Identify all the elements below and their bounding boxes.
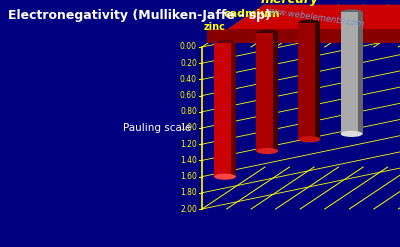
Polygon shape bbox=[207, 5, 400, 43]
Polygon shape bbox=[273, 33, 278, 151]
Text: 0.20: 0.20 bbox=[180, 59, 197, 68]
Polygon shape bbox=[207, 29, 400, 43]
Text: 1.60: 1.60 bbox=[180, 172, 197, 181]
Ellipse shape bbox=[256, 30, 278, 36]
Text: Electronegativity (Mulliken-Jaffe - sp): Electronegativity (Mulliken-Jaffe - sp) bbox=[8, 9, 271, 22]
Ellipse shape bbox=[298, 136, 320, 142]
Text: 1.20: 1.20 bbox=[180, 140, 197, 149]
Ellipse shape bbox=[341, 9, 363, 16]
Ellipse shape bbox=[256, 148, 278, 154]
Polygon shape bbox=[315, 22, 320, 139]
Text: cadmium: cadmium bbox=[224, 9, 280, 19]
Text: zinc: zinc bbox=[204, 22, 226, 32]
Text: 0.80: 0.80 bbox=[180, 107, 197, 116]
Text: 0.40: 0.40 bbox=[180, 75, 197, 84]
Text: 1.80: 1.80 bbox=[180, 188, 197, 197]
Ellipse shape bbox=[214, 174, 236, 180]
Text: 2.00: 2.00 bbox=[180, 205, 197, 213]
Ellipse shape bbox=[341, 131, 363, 137]
Polygon shape bbox=[341, 12, 363, 134]
Polygon shape bbox=[214, 43, 236, 177]
Ellipse shape bbox=[298, 20, 320, 26]
Text: 1.40: 1.40 bbox=[180, 156, 197, 165]
Text: mercury: mercury bbox=[260, 0, 318, 6]
Ellipse shape bbox=[214, 40, 236, 46]
Text: Pauling scale: Pauling scale bbox=[123, 123, 191, 133]
Text: 0.60: 0.60 bbox=[180, 91, 197, 100]
Polygon shape bbox=[256, 33, 278, 151]
Text: 0.00: 0.00 bbox=[180, 42, 197, 52]
Polygon shape bbox=[298, 22, 320, 139]
Polygon shape bbox=[358, 12, 363, 134]
Polygon shape bbox=[231, 43, 236, 177]
Text: 1.00: 1.00 bbox=[180, 124, 197, 132]
Text: www.webelements.com: www.webelements.com bbox=[265, 6, 365, 28]
